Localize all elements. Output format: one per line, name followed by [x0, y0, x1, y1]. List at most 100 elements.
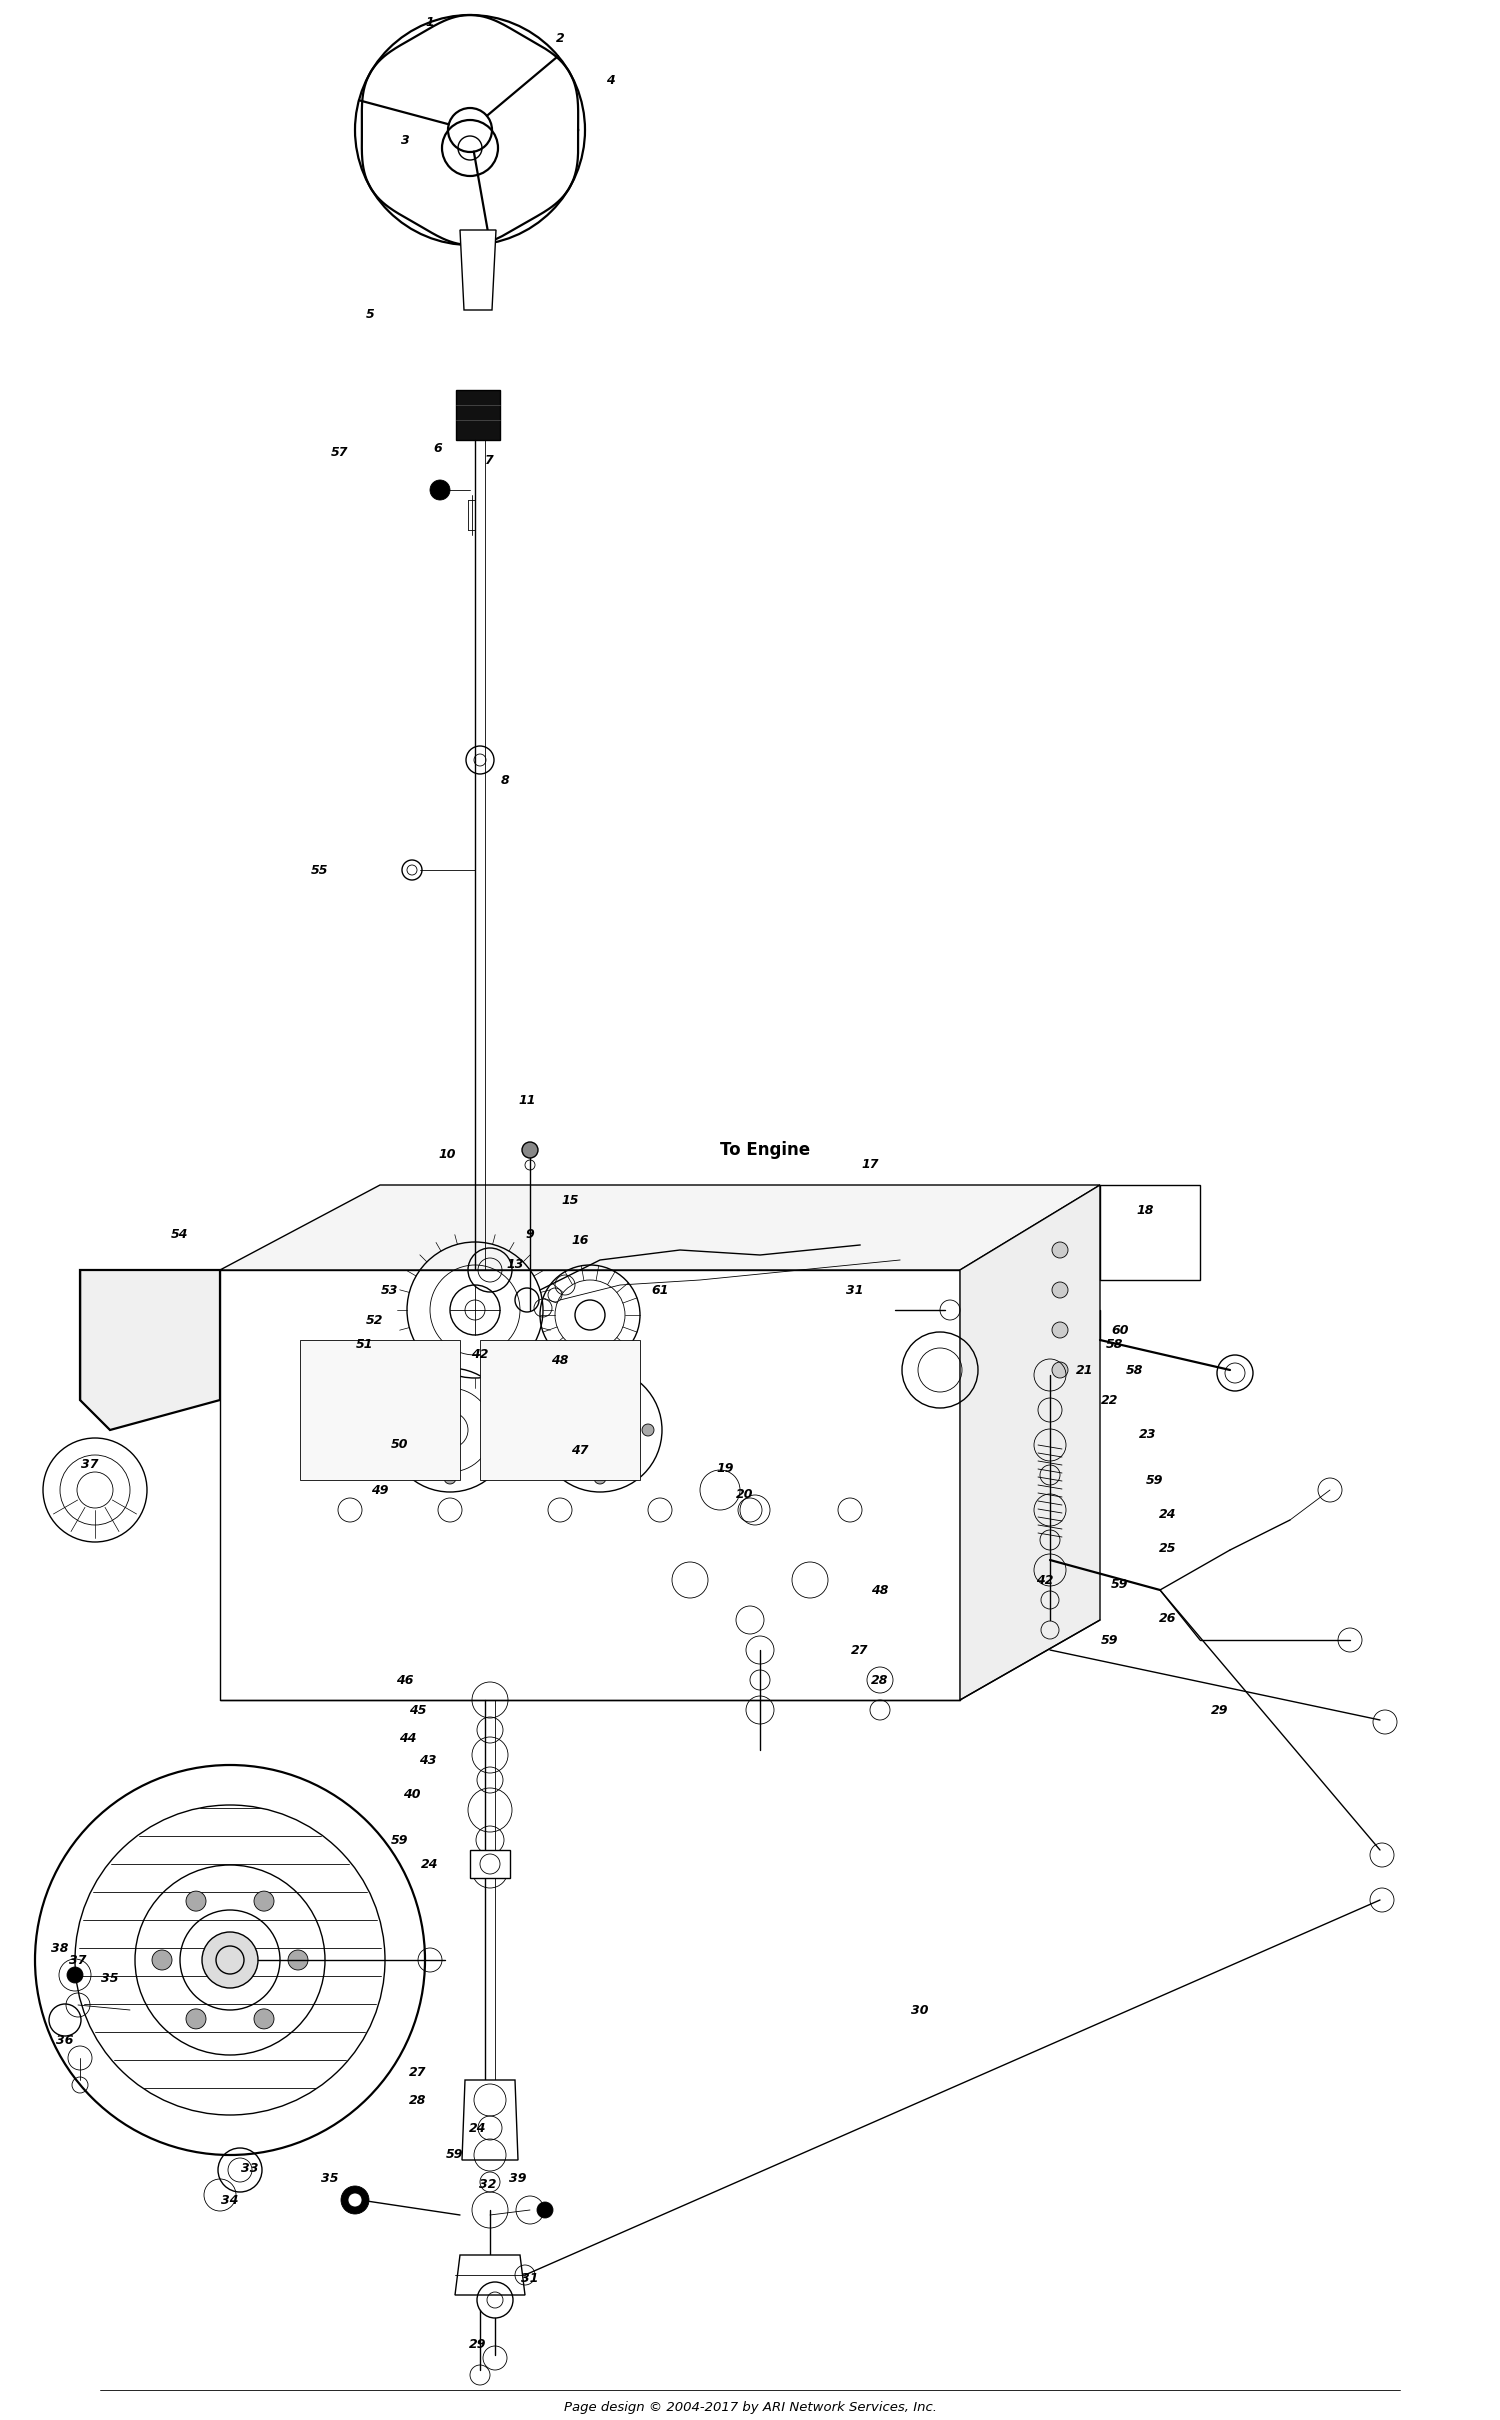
Circle shape [152, 1951, 172, 1970]
Circle shape [1052, 1241, 1068, 1258]
Text: 17: 17 [861, 1159, 879, 1171]
Text: 11: 11 [519, 1094, 536, 1106]
Circle shape [68, 1967, 82, 1982]
Text: 24: 24 [422, 1859, 438, 1871]
Circle shape [537, 2202, 554, 2219]
Text: 30: 30 [910, 2004, 928, 2016]
Circle shape [186, 2009, 206, 2028]
Text: Page design © 2004-2017 by ARI Network Services, Inc.: Page design © 2004-2017 by ARI Network S… [564, 2401, 936, 2415]
Text: 58: 58 [1106, 1338, 1124, 1350]
Text: 31: 31 [522, 2272, 538, 2284]
Polygon shape [462, 2081, 518, 2161]
Text: 40: 40 [404, 1788, 420, 1800]
Circle shape [202, 1931, 258, 1987]
Bar [470, 1849, 510, 1878]
Polygon shape [960, 1186, 1100, 1699]
Text: 23: 23 [1140, 1428, 1156, 1442]
Text: 1: 1 [426, 15, 435, 29]
Text: 38: 38 [51, 1941, 69, 1955]
Text: 27: 27 [852, 1643, 868, 1658]
Bar [480, 1341, 640, 1481]
Circle shape [348, 2193, 361, 2207]
Circle shape [444, 1471, 456, 1483]
Text: 45: 45 [410, 1704, 426, 1716]
Polygon shape [80, 1270, 220, 1430]
Circle shape [288, 1951, 308, 1970]
Text: 2: 2 [555, 31, 564, 44]
Text: 47: 47 [572, 1442, 588, 1457]
Text: 51: 51 [357, 1338, 374, 1350]
Circle shape [594, 1471, 606, 1483]
Text: 48: 48 [871, 1583, 888, 1597]
Circle shape [522, 1142, 538, 1159]
Bar [300, 1341, 460, 1481]
Text: 39: 39 [509, 2171, 526, 2185]
Text: 44: 44 [399, 1730, 417, 1745]
Text: 35: 35 [102, 1972, 118, 1984]
Text: 49: 49 [372, 1483, 388, 1496]
Bar [456, 390, 500, 440]
Text: 37: 37 [69, 1953, 87, 1967]
Circle shape [492, 1423, 504, 1435]
Text: 21: 21 [1077, 1362, 1094, 1377]
Text: 7: 7 [483, 453, 492, 467]
Text: 58: 58 [1126, 1362, 1143, 1377]
Text: 24: 24 [470, 2122, 486, 2134]
Text: 8: 8 [501, 774, 510, 786]
Text: 42: 42 [1036, 1573, 1053, 1588]
Circle shape [340, 2185, 369, 2214]
Text: 54: 54 [171, 1229, 189, 1241]
Circle shape [1052, 1362, 1068, 1377]
Text: 36: 36 [57, 2033, 74, 2047]
Text: 48: 48 [552, 1353, 568, 1367]
Text: 4: 4 [606, 73, 615, 87]
Text: 15: 15 [561, 1193, 579, 1208]
Text: 34: 34 [222, 2193, 238, 2207]
Text: 59: 59 [392, 1834, 408, 1846]
Circle shape [186, 1890, 206, 1912]
Circle shape [1052, 1321, 1068, 1338]
Circle shape [254, 2009, 274, 2028]
Text: 46: 46 [396, 1675, 414, 1687]
Circle shape [1052, 1283, 1068, 1297]
Text: 9: 9 [525, 1229, 534, 1241]
Text: 33: 33 [242, 2161, 258, 2176]
Polygon shape [460, 230, 496, 310]
Text: 16: 16 [572, 1234, 588, 1246]
Text: 18: 18 [1137, 1203, 1154, 1217]
Text: 6: 6 [433, 440, 442, 455]
Text: 61: 61 [651, 1283, 669, 1297]
Text: 27: 27 [410, 2067, 426, 2079]
Text: 3: 3 [400, 133, 410, 148]
Text: 42: 42 [471, 1348, 489, 1362]
Text: 60: 60 [1112, 1324, 1128, 1336]
Text: 43: 43 [419, 1754, 436, 1767]
Text: 50: 50 [392, 1437, 408, 1452]
Text: 28: 28 [410, 2093, 426, 2105]
Polygon shape [220, 1186, 1100, 1270]
Polygon shape [1100, 1186, 1200, 1280]
Text: To Engine: To Engine [720, 1140, 810, 1159]
Circle shape [430, 479, 450, 501]
Polygon shape [454, 2255, 525, 2294]
Text: 53: 53 [381, 1283, 399, 1297]
Text: 25: 25 [1160, 1542, 1176, 1554]
Text: 57: 57 [332, 445, 348, 457]
Text: 19: 19 [717, 1462, 734, 1474]
Text: 20: 20 [736, 1488, 753, 1500]
Text: 59: 59 [1112, 1578, 1128, 1592]
Text: 31: 31 [846, 1283, 864, 1297]
Circle shape [444, 1377, 456, 1389]
Text: 13: 13 [506, 1258, 524, 1270]
Text: 28: 28 [871, 1675, 888, 1687]
Text: 29: 29 [1212, 1704, 1228, 1716]
Text: 5: 5 [366, 307, 375, 322]
Text: 59: 59 [1101, 1634, 1119, 1646]
Polygon shape [220, 1270, 960, 1699]
Text: 55: 55 [312, 864, 328, 876]
Text: 59: 59 [447, 2149, 464, 2161]
Text: 37: 37 [81, 1459, 99, 1471]
Text: 26: 26 [1160, 1612, 1176, 1624]
Text: 24: 24 [1160, 1508, 1176, 1522]
Text: 22: 22 [1101, 1394, 1119, 1406]
